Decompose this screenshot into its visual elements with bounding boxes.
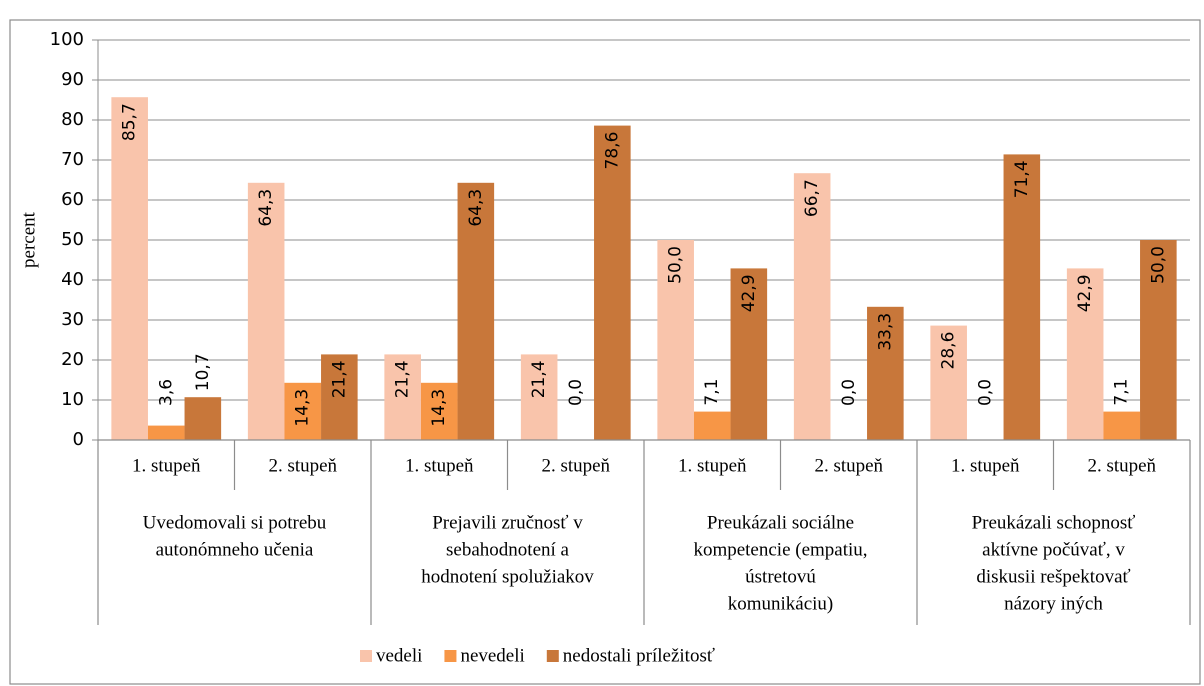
- x-tick-label: 1. stupeň: [951, 455, 1020, 476]
- group-label: autonómneho učenia: [156, 539, 314, 560]
- bar: [867, 306, 904, 440]
- y-tick-label: 20: [61, 349, 84, 370]
- bar: [730, 268, 768, 440]
- x-tick-label: 2. stupeň: [541, 455, 610, 476]
- group-label: Preukázali sociálne: [707, 512, 854, 533]
- group-label: Uvedomovali si potrebu: [143, 512, 327, 533]
- value-label: 0,0: [975, 379, 995, 406]
- value-label: 64,3: [466, 189, 486, 227]
- bar: [111, 97, 148, 440]
- y-tick-label: 60: [61, 189, 84, 210]
- value-label: 14,3: [293, 389, 313, 427]
- bar: [657, 240, 694, 440]
- y-axis-label: percent: [18, 211, 39, 268]
- bar: [384, 354, 421, 440]
- value-label: 14,3: [429, 389, 449, 427]
- group-label: názory iných: [1004, 593, 1103, 614]
- y-tick-label: 40: [61, 269, 84, 290]
- bar: [1140, 240, 1177, 440]
- value-label: 33,3: [875, 313, 895, 351]
- bar: [321, 354, 358, 440]
- value-label: 28,6: [939, 332, 959, 370]
- y-tick-label: 50: [61, 229, 84, 250]
- value-label: 50,0: [666, 246, 686, 284]
- group-label: aktívne počúvať, v: [982, 539, 1125, 560]
- y-tick-label: 90: [61, 69, 84, 90]
- legend-label: nedostali príležitosť: [563, 645, 715, 666]
- y-tick-label: 0: [73, 429, 84, 450]
- bar: [793, 173, 831, 440]
- legend-label: vedeli: [376, 645, 422, 666]
- value-label: 64,3: [256, 189, 276, 227]
- bar: [284, 382, 322, 440]
- value-label: 50,0: [1148, 246, 1168, 284]
- x-tick-label: 1. stupeň: [132, 455, 201, 476]
- y-tick-label: 30: [61, 309, 84, 330]
- bar: [457, 182, 495, 441]
- bar: [247, 182, 285, 441]
- value-label: 21,4: [393, 360, 413, 398]
- bar: [1066, 268, 1104, 440]
- legend-swatch: [360, 650, 372, 662]
- value-label: 66,7: [802, 179, 822, 217]
- bar: [1003, 154, 1041, 440]
- value-label: 42,9: [1075, 274, 1095, 312]
- bar: [693, 411, 731, 440]
- bar: [184, 397, 222, 440]
- value-label: 78,6: [602, 132, 622, 170]
- group-label: Preukázali schopnosť: [972, 512, 1136, 533]
- y-tick-label: 80: [61, 109, 84, 130]
- bar: [420, 382, 458, 440]
- value-label: 0,0: [839, 379, 859, 406]
- group-label: diskusii rešpektovať: [976, 566, 1130, 587]
- x-tick-label: 2. stupeň: [268, 455, 337, 476]
- group-label: ústretovú: [745, 566, 816, 587]
- legend-swatch: [546, 650, 559, 662]
- x-tick-label: 2. stupeň: [1087, 455, 1156, 476]
- value-label: 71,4: [1012, 160, 1032, 198]
- y-tick-label: 100: [50, 29, 84, 50]
- value-label: 10,7: [193, 353, 213, 391]
- group-label: Prejavili zručnosť v: [432, 512, 583, 533]
- bar: [1103, 411, 1141, 440]
- y-tick-label: 70: [61, 149, 84, 170]
- legend-label: nevedeli: [460, 645, 524, 666]
- bar: [930, 325, 967, 440]
- group-label: hodnotení spolužiakov: [421, 566, 594, 587]
- group-label: sebahodnotení a: [446, 539, 570, 560]
- value-label: 21,4: [329, 360, 349, 398]
- legend-swatch: [444, 650, 457, 662]
- x-tick-label: 2. stupeň: [814, 455, 883, 476]
- x-tick-label: 1. stupeň: [405, 455, 474, 476]
- bar: [520, 354, 558, 440]
- value-label: 42,9: [739, 274, 759, 312]
- value-label: 7,1: [702, 379, 722, 406]
- value-label: 3,6: [156, 379, 176, 406]
- group-label: komunikáciu): [728, 593, 834, 614]
- bar: [594, 125, 631, 440]
- bar: [147, 425, 185, 440]
- value-label: 0,0: [566, 379, 586, 406]
- group-label: kompetencie (empatiu,: [693, 539, 867, 560]
- y-tick-label: 10: [61, 389, 84, 410]
- x-tick-label: 1. stupeň: [678, 455, 747, 476]
- value-label: 7,1: [1112, 379, 1132, 406]
- value-label: 85,7: [120, 103, 140, 141]
- value-label: 21,4: [529, 360, 549, 398]
